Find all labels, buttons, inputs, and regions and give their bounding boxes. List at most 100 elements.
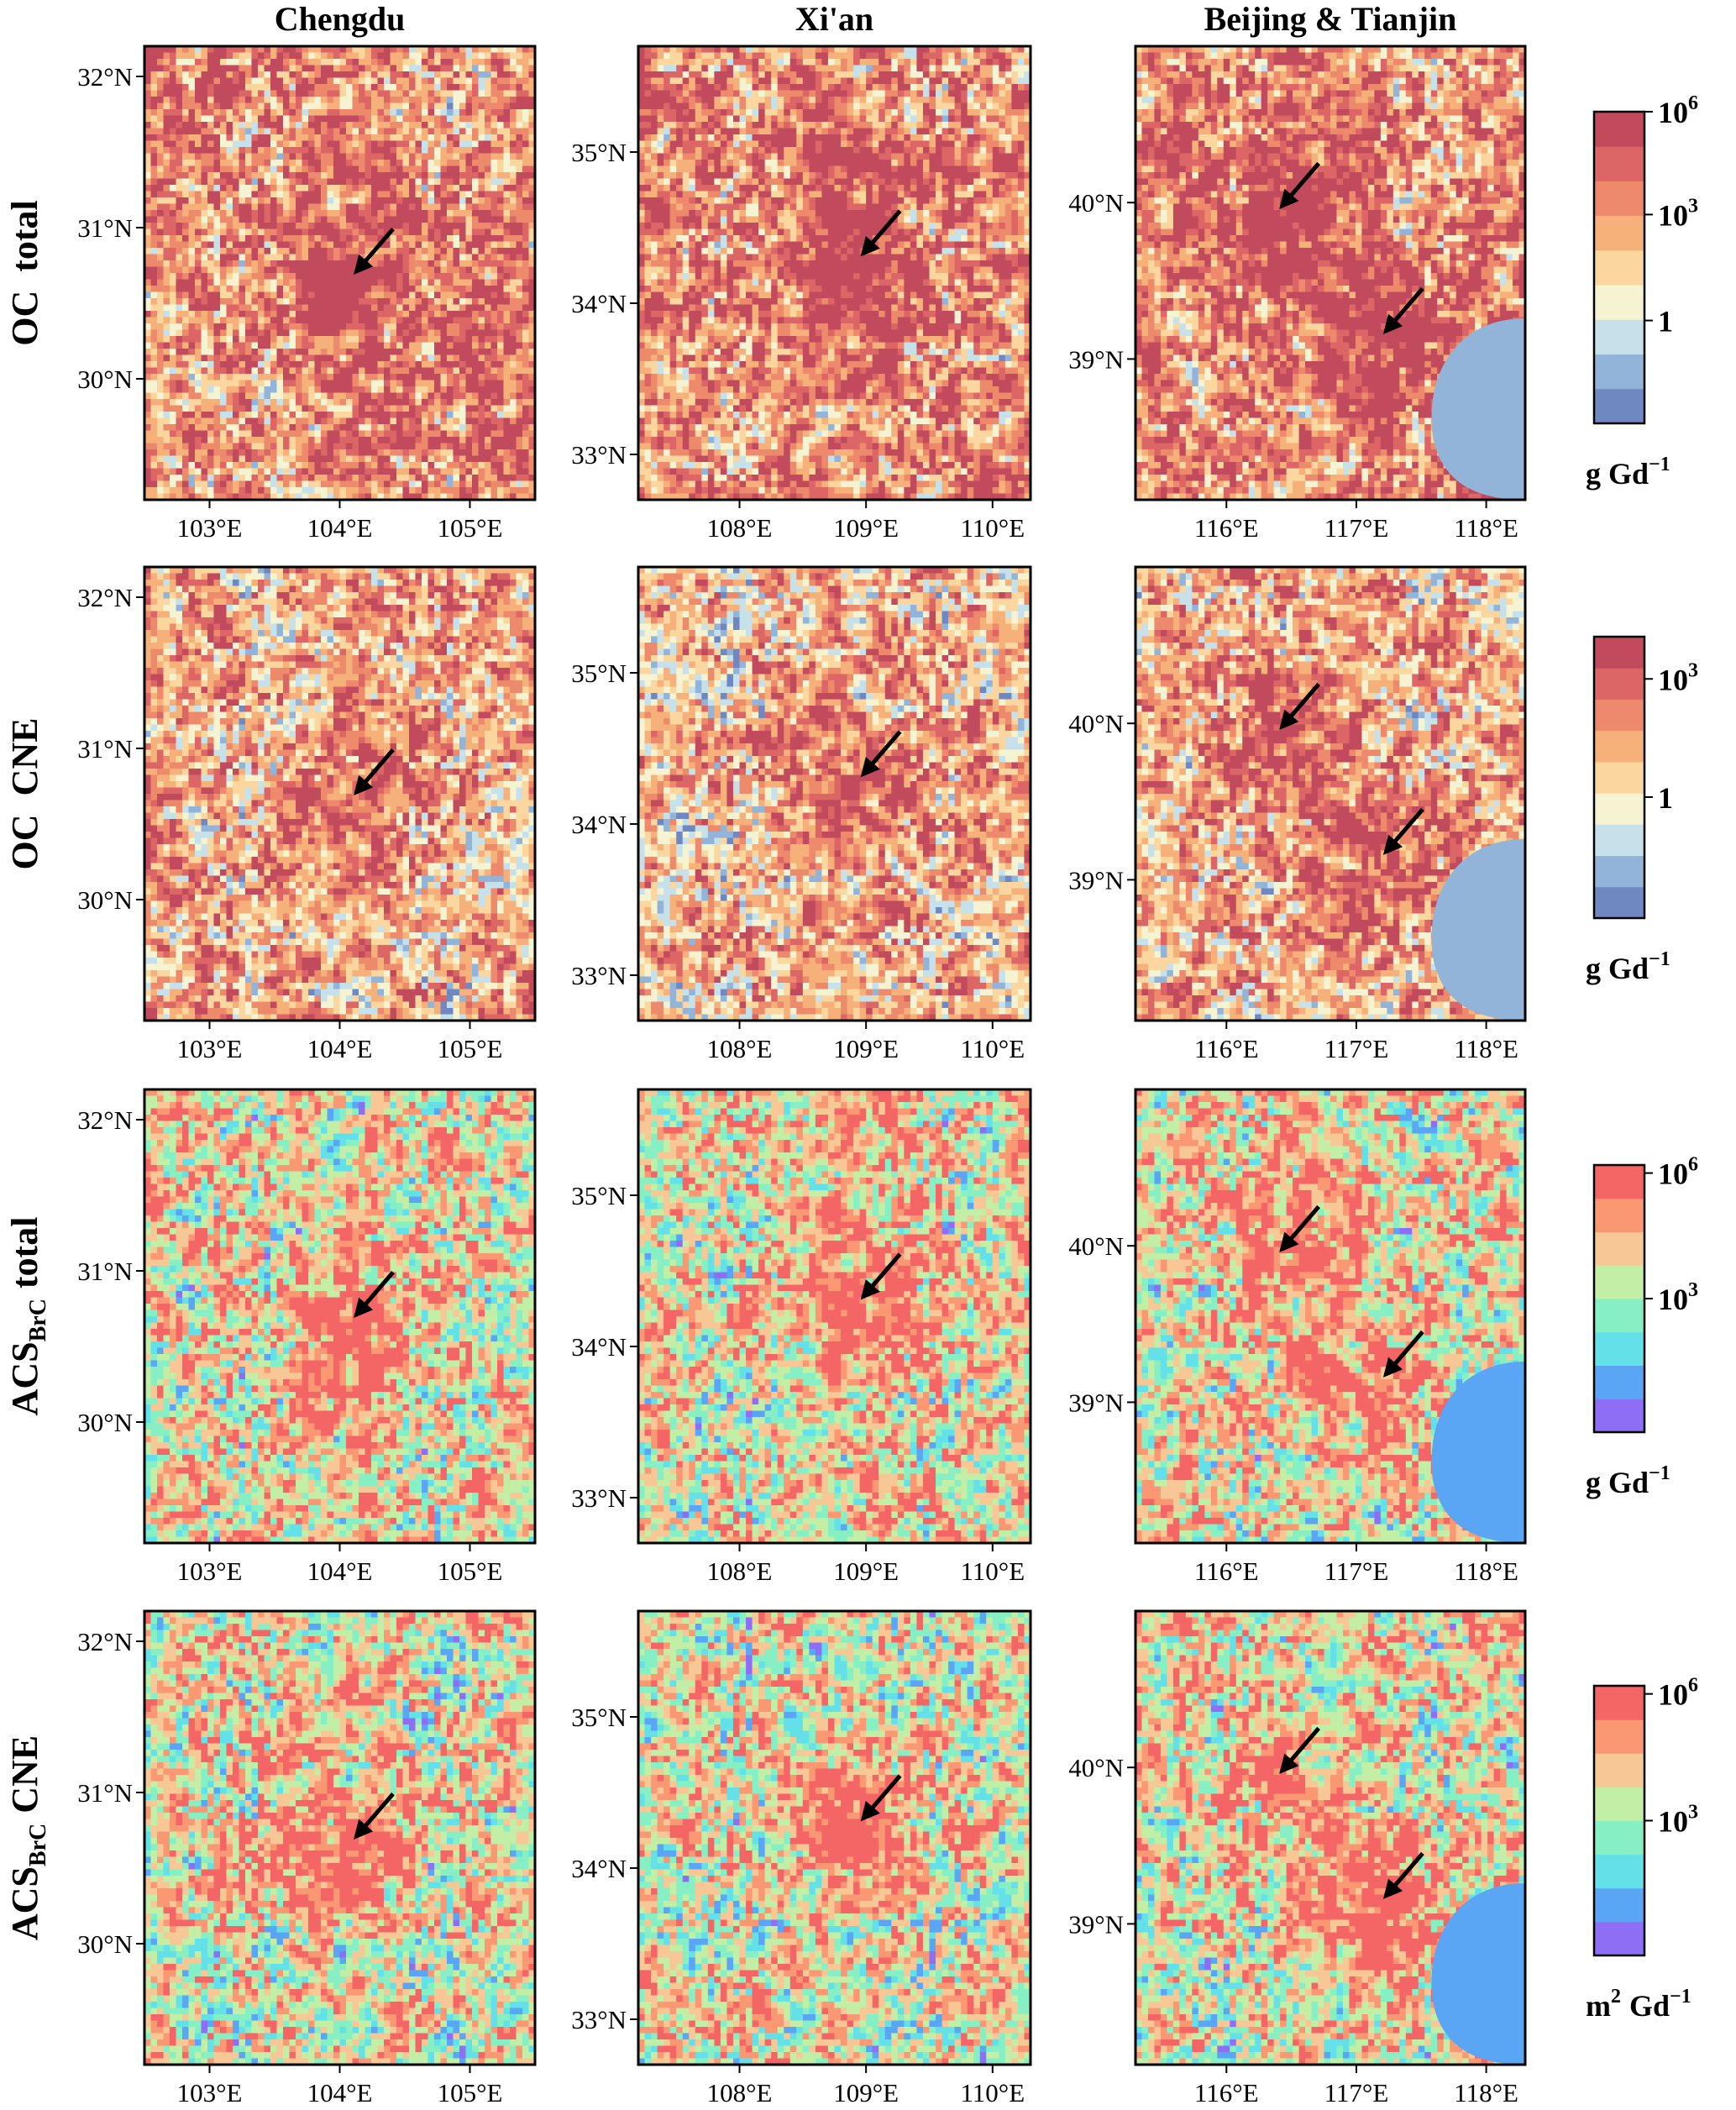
map-cell bbox=[359, 128, 366, 135]
map-cell bbox=[207, 468, 215, 475]
map-cell bbox=[459, 191, 467, 198]
map-cell bbox=[447, 430, 454, 438]
map-cell bbox=[522, 235, 530, 243]
map-cell bbox=[308, 109, 316, 117]
map-cell bbox=[478, 286, 485, 293]
map-cell bbox=[510, 405, 517, 412]
map-cell bbox=[522, 374, 530, 381]
map-cell bbox=[415, 399, 422, 407]
map-cell bbox=[522, 191, 530, 198]
map-cell bbox=[314, 216, 322, 223]
map-cell bbox=[201, 191, 208, 198]
map-cell bbox=[497, 399, 505, 407]
map-cell bbox=[321, 223, 328, 230]
map-cell bbox=[251, 273, 259, 281]
map-cell bbox=[270, 254, 278, 261]
map-cell bbox=[157, 354, 165, 362]
map-cell bbox=[283, 122, 291, 129]
map-cell bbox=[163, 90, 170, 97]
map-cell bbox=[402, 487, 410, 495]
map-cell bbox=[302, 449, 309, 457]
map-cell bbox=[701, 65, 709, 72]
map-cell bbox=[176, 336, 183, 344]
map-cell bbox=[144, 443, 152, 450]
map-cell bbox=[308, 380, 316, 387]
map-cell bbox=[422, 386, 429, 394]
map-cell bbox=[251, 128, 259, 135]
map-cell bbox=[213, 266, 221, 274]
map-cell bbox=[308, 241, 316, 249]
map-cell bbox=[676, 65, 684, 72]
map-cell bbox=[308, 437, 316, 444]
map-cell bbox=[516, 449, 523, 457]
map-cell bbox=[302, 405, 309, 412]
map-cell bbox=[809, 52, 816, 60]
map-cell bbox=[150, 109, 158, 117]
map-cell bbox=[427, 342, 435, 349]
map-cell bbox=[270, 298, 278, 306]
map-cell bbox=[251, 336, 259, 344]
map-cell bbox=[365, 342, 372, 349]
map-cell bbox=[365, 52, 372, 60]
map-cell bbox=[528, 109, 535, 117]
map-cell bbox=[188, 46, 196, 54]
map-cell bbox=[321, 399, 328, 407]
map-cell bbox=[941, 77, 949, 85]
map-cell bbox=[490, 260, 498, 268]
map-cell bbox=[333, 254, 341, 261]
map-cell bbox=[308, 392, 316, 400]
map-cell bbox=[346, 480, 354, 488]
map-cell bbox=[302, 65, 309, 72]
map-cell bbox=[390, 160, 397, 167]
map-cell bbox=[434, 134, 442, 142]
map-cell bbox=[314, 493, 322, 500]
map-cell bbox=[390, 361, 397, 369]
map-cell bbox=[346, 248, 354, 255]
map-cell bbox=[453, 386, 460, 394]
map-cell bbox=[371, 443, 379, 450]
map-cell bbox=[720, 52, 728, 60]
map-cell bbox=[365, 468, 372, 475]
map-cell bbox=[422, 424, 429, 432]
map-cell bbox=[289, 380, 296, 387]
map-cell bbox=[377, 417, 385, 425]
map-cell bbox=[163, 291, 170, 299]
map-cell bbox=[339, 153, 347, 160]
map-cell bbox=[226, 147, 233, 155]
map-cell bbox=[465, 468, 473, 475]
map-cell bbox=[276, 216, 284, 223]
map-cell bbox=[371, 361, 379, 369]
map-cell bbox=[396, 128, 404, 135]
map-cell bbox=[992, 71, 999, 79]
map-cell bbox=[270, 417, 278, 425]
map-cell bbox=[314, 235, 322, 243]
map-cell bbox=[434, 349, 442, 356]
map-cell bbox=[321, 449, 328, 457]
map-cell bbox=[497, 317, 505, 324]
map-cell bbox=[522, 273, 530, 281]
map-cell bbox=[409, 291, 417, 299]
map-cell bbox=[377, 140, 385, 148]
map-cell bbox=[459, 90, 467, 97]
map-cell bbox=[283, 462, 291, 470]
map-cell bbox=[510, 342, 517, 349]
map-cell bbox=[333, 260, 341, 268]
map-cell bbox=[516, 71, 523, 79]
map-cell bbox=[245, 298, 253, 306]
map-cell bbox=[841, 52, 848, 60]
map-cell bbox=[422, 210, 429, 218]
map-cell bbox=[207, 291, 215, 299]
map-cell bbox=[182, 134, 190, 142]
map-cell bbox=[459, 115, 467, 123]
map-cell bbox=[459, 223, 467, 230]
map-cell bbox=[264, 480, 271, 488]
map-cell bbox=[359, 317, 366, 324]
map-cell bbox=[485, 172, 492, 180]
map-cell bbox=[150, 323, 158, 331]
map-cell bbox=[321, 46, 328, 54]
map-cell bbox=[176, 185, 183, 192]
map-cell bbox=[485, 260, 492, 268]
map-cell bbox=[384, 417, 391, 425]
map-cell bbox=[1017, 77, 1025, 85]
map-cell bbox=[270, 52, 278, 60]
